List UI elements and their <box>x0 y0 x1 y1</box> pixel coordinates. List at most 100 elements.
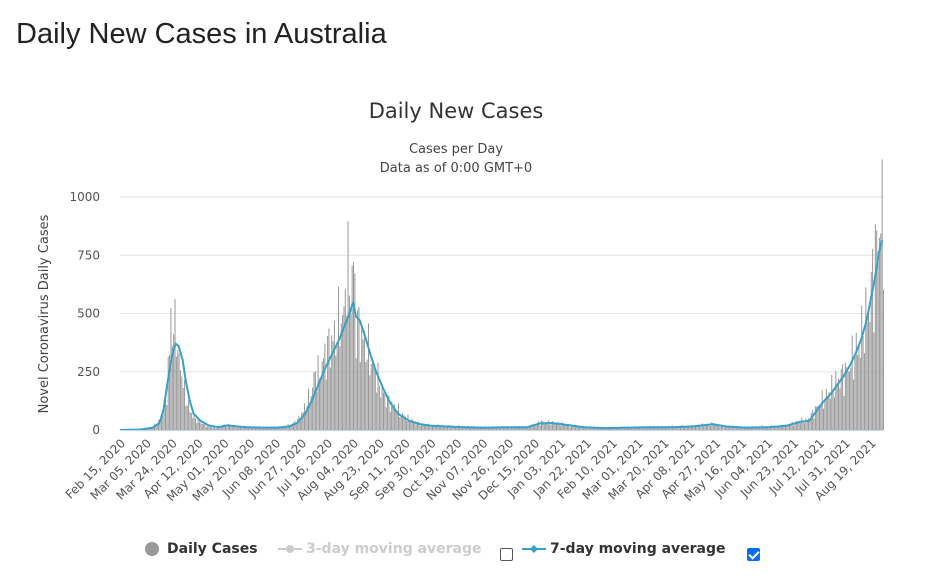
legend-daily-cases[interactable]: Daily Cases <box>143 540 258 558</box>
daily-cases-bar <box>246 427 248 430</box>
daily-cases-bars <box>121 159 885 431</box>
daily-cases-bar <box>854 356 856 430</box>
daily-cases-bar <box>714 425 716 430</box>
daily-cases-bar <box>624 427 626 430</box>
daily-cases-bar <box>670 426 672 430</box>
daily-cases-bar <box>468 427 470 430</box>
daily-cases-bar <box>806 420 808 430</box>
daily-cases-bar <box>583 427 585 430</box>
daily-cases-bar <box>679 427 682 430</box>
daily-cases-bar <box>645 427 647 430</box>
y-axis-label: Novel Coronavirus Daily Cases <box>37 214 52 413</box>
daily-cases-bar <box>362 339 364 430</box>
daily-cases-bar <box>164 399 166 430</box>
daily-cases-bar <box>391 401 393 430</box>
daily-cases-bar <box>737 427 739 430</box>
daily-cases-bar <box>723 427 725 430</box>
daily-cases-bar <box>523 427 525 430</box>
daily-cases-bar <box>343 306 345 430</box>
daily-cases-bar <box>456 426 458 430</box>
daily-cases-bar <box>258 427 260 430</box>
daily-cases-bar <box>186 405 188 430</box>
seven-day-average-checkbox[interactable] <box>747 548 760 561</box>
daily-cases-bar <box>252 427 254 430</box>
daily-cases-bar <box>421 423 423 430</box>
daily-cases-bar <box>177 350 179 430</box>
daily-cases-bar <box>354 273 356 430</box>
daily-cases-bar <box>489 428 491 430</box>
daily-cases-bar <box>541 420 543 430</box>
legend-label-daily-cases: Daily Cases <box>167 541 258 557</box>
daily-cases-bar <box>652 427 654 430</box>
daily-cases-bar <box>720 424 722 430</box>
daily-cases-bar <box>298 416 300 430</box>
daily-cases-bar <box>715 423 717 430</box>
daily-cases-bar <box>475 427 477 430</box>
daily-cases-bar <box>644 427 646 430</box>
daily-cases-bar <box>536 422 538 430</box>
daily-cases-bar <box>427 423 429 430</box>
daily-cases-bar <box>817 405 819 430</box>
daily-cases-bar <box>561 422 563 430</box>
daily-cases-bar <box>227 424 229 430</box>
daily-cases-bar <box>554 423 556 430</box>
daily-cases-bar <box>175 356 177 430</box>
daily-cases-bar <box>818 407 820 430</box>
daily-cases-bar <box>620 428 622 430</box>
daily-cases-bar <box>828 392 830 430</box>
daily-cases-bar <box>212 427 214 430</box>
daily-cases-bar <box>857 354 859 430</box>
daily-cases-bar <box>658 426 660 430</box>
daily-cases-bar <box>324 343 326 430</box>
daily-cases-bar <box>358 306 360 430</box>
daily-cases-bar <box>718 424 720 430</box>
three-day-average-checkbox[interactable] <box>500 548 513 561</box>
daily-cases-bar <box>500 428 502 430</box>
daily-cases-bar <box>643 427 645 430</box>
daily-cases-bar <box>812 409 814 430</box>
daily-cases-bar <box>734 427 736 430</box>
daily-cases-chart: Daily New Cases Cases per Day Data as of… <box>37 99 885 504</box>
daily-cases-bar <box>824 398 826 430</box>
daily-cases-bar <box>840 368 842 430</box>
daily-cases-bar <box>351 265 353 430</box>
daily-cases-bar <box>366 359 368 430</box>
daily-cases-bar <box>171 346 173 430</box>
daily-cases-bar <box>543 422 545 430</box>
line-marker-icon <box>278 545 302 553</box>
daily-cases-bar <box>531 424 533 430</box>
daily-cases-bar <box>437 424 439 430</box>
daily-cases-bar <box>640 427 642 430</box>
daily-cases-bar <box>579 427 581 430</box>
daily-cases-bar <box>328 328 330 430</box>
daily-cases-bar <box>836 383 838 430</box>
daily-cases-bar <box>532 425 534 430</box>
daily-cases-bar <box>557 421 559 430</box>
daily-cases-bar <box>411 419 413 430</box>
daily-cases-bar <box>312 387 314 430</box>
daily-cases-bar <box>243 426 246 430</box>
daily-cases-bar <box>313 372 315 430</box>
legend-seven-day-average[interactable]: 7-day moving average <box>522 540 726 558</box>
daily-cases-bar <box>163 400 165 430</box>
y-tick-label: 1000 <box>69 190 100 204</box>
daily-cases-bar <box>560 425 562 430</box>
daily-cases-bar <box>738 427 740 430</box>
daily-cases-bar <box>739 428 741 430</box>
daily-cases-bar <box>858 344 860 430</box>
daily-cases-bar <box>417 422 419 430</box>
daily-cases-bar <box>876 230 878 430</box>
daily-cases-bar <box>633 427 635 430</box>
daily-cases-bar <box>760 426 762 430</box>
daily-cases-bar <box>455 426 457 430</box>
daily-cases-bar <box>663 427 665 430</box>
daily-cases-bar <box>848 371 850 430</box>
daily-cases-bar <box>666 426 668 430</box>
daily-cases-bar <box>592 427 594 430</box>
daily-cases-bar <box>501 426 503 430</box>
daily-cases-bar <box>577 425 579 430</box>
daily-cases-bar <box>588 427 590 430</box>
daily-cases-bar <box>414 421 416 430</box>
legend-three-day-average[interactable]: 3-day moving average <box>278 540 482 558</box>
daily-cases-bar <box>820 404 822 430</box>
